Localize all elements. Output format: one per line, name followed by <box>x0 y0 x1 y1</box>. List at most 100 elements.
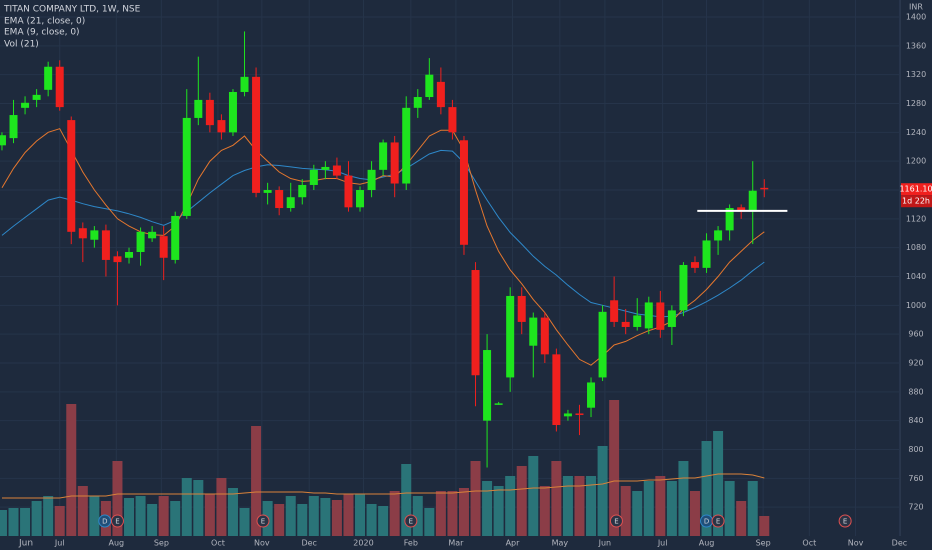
y-tick-label: 880 <box>908 387 923 396</box>
y-tick-label: 1200 <box>906 157 926 166</box>
candle-body <box>367 169 376 191</box>
x-tick-label: Nov <box>848 539 864 548</box>
candle-body <box>760 187 769 190</box>
chart-title: TITAN COMPANY LTD, 1W, NSE <box>3 5 141 15</box>
event-marker <box>609 514 623 528</box>
candle-body <box>252 76 261 193</box>
candle-body <box>113 256 122 263</box>
volume-bar <box>31 501 42 536</box>
candle-body <box>748 190 757 212</box>
volume-bar <box>193 480 204 536</box>
volume-bar <box>274 504 285 536</box>
volume-bar <box>66 404 77 536</box>
last-price-badge <box>901 183 932 196</box>
candle-body <box>714 230 723 241</box>
y-tick-label: 960 <box>908 330 923 339</box>
event-label: E <box>115 518 119 526</box>
volume-bar <box>77 486 88 536</box>
volume-bar <box>54 506 65 536</box>
candle-body <box>78 228 87 239</box>
x-tick-label: Dec <box>892 539 907 548</box>
candle-body <box>506 295 515 378</box>
candle-body <box>298 184 307 198</box>
volume-bar <box>170 501 181 536</box>
volume-bar <box>181 478 192 536</box>
candle-body <box>390 142 399 184</box>
candle-body <box>44 66 53 90</box>
candle-body <box>182 117 191 216</box>
candle-body <box>321 166 330 170</box>
volume-bar <box>516 466 527 536</box>
y-tick-label: 840 <box>908 416 923 425</box>
y-tick-label: 1320 <box>906 70 926 79</box>
candle-body <box>679 264 688 311</box>
event-marker <box>110 514 124 528</box>
volume-bar <box>447 491 458 536</box>
candle-body <box>633 315 642 327</box>
candle-body <box>275 190 284 209</box>
indicator-label: Vol (21) <box>4 40 39 50</box>
volume-bar <box>551 461 562 536</box>
candle-body <box>575 413 584 415</box>
candle-body <box>402 107 411 184</box>
volume-bar <box>586 476 597 536</box>
volume-bar <box>401 464 412 536</box>
candle-body <box>136 231 145 253</box>
event-marker <box>404 514 418 528</box>
volume-bar <box>308 496 319 536</box>
candle-body <box>483 350 492 421</box>
volume-bar <box>204 494 215 536</box>
volume-bar <box>528 456 539 536</box>
candle-body <box>621 321 630 327</box>
candle-body <box>171 215 180 260</box>
axes: 720 760 800 840 880 920 960 1000 1040 1080 1120 116… <box>54 13 932 548</box>
candle-body <box>552 354 561 425</box>
volume-bar <box>759 516 770 536</box>
x-tick-label: 2020 <box>353 539 373 548</box>
volume-bar <box>574 476 585 536</box>
candle-body <box>9 115 18 139</box>
candle-body <box>644 302 653 329</box>
volume-bar <box>597 446 608 536</box>
y-tick-label: 1400 <box>906 13 926 22</box>
candle-body <box>598 311 607 378</box>
x-tick-label: Jul <box>54 539 65 548</box>
x-tick-label: Sep <box>756 539 771 548</box>
candle-body <box>90 230 99 240</box>
y-tick-label: 1360 <box>906 41 926 50</box>
volume-bar <box>158 496 169 536</box>
volume-bar <box>8 508 19 536</box>
volume-bar <box>493 486 504 536</box>
last-price-label: 1161.10 <box>899 185 932 194</box>
event-label: D <box>102 518 107 526</box>
volume-bar <box>470 461 481 536</box>
volume-bar <box>135 496 146 536</box>
volume-bar <box>666 481 677 536</box>
volume-bar <box>724 481 735 536</box>
event-label: E <box>614 518 618 526</box>
volume-bar <box>216 478 227 536</box>
y-tick-label: 1280 <box>906 99 926 108</box>
volume-bar <box>89 496 100 536</box>
candle-body <box>344 175 353 208</box>
volume-bar <box>620 486 631 536</box>
indicator-label: EMA (9, close, 0) <box>4 28 80 38</box>
volume-bar <box>366 504 377 536</box>
volume-bar <box>458 488 469 536</box>
indicator-label: EMA (21, close, 0) <box>4 17 85 27</box>
volume-bar <box>424 508 435 536</box>
event-marker <box>711 514 725 528</box>
event-label: E <box>409 518 413 526</box>
y-tick-label: 1120 <box>906 214 926 223</box>
candle-body <box>448 107 457 133</box>
volume-bar <box>539 486 550 536</box>
y-tick-label: 800 <box>908 445 923 454</box>
y-tick-label: 1040 <box>906 272 926 281</box>
volume-bar <box>701 441 712 536</box>
candle-body <box>263 190 272 193</box>
candle-body <box>159 236 168 258</box>
volume-bar <box>124 498 135 536</box>
candle-body <box>517 295 526 322</box>
volume-bar <box>251 426 262 536</box>
candle-body <box>240 76 249 92</box>
